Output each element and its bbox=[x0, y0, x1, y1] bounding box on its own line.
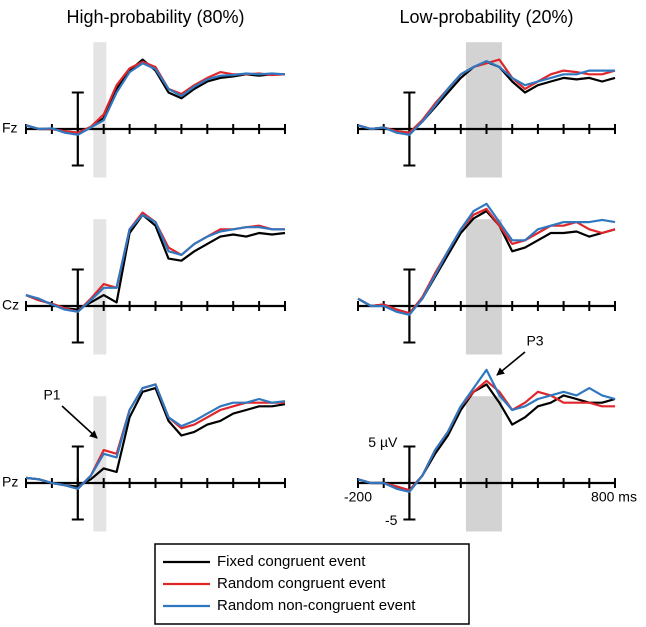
annotation-arrow bbox=[61, 405, 98, 439]
y-tick-label: 5 µV bbox=[368, 434, 398, 450]
legend-label: Random congruent event bbox=[217, 575, 386, 592]
erp-line bbox=[357, 58, 616, 134]
y-tick-label: -5 bbox=[385, 512, 398, 528]
erp-line bbox=[25, 383, 285, 490]
shaded-window bbox=[465, 219, 502, 355]
erp-line bbox=[25, 213, 286, 311]
x-tick-label: -200 bbox=[344, 489, 372, 505]
shaded-window bbox=[465, 396, 502, 532]
erp-line bbox=[357, 202, 616, 316]
x-tick-label: 800 ms bbox=[591, 489, 637, 505]
panel-title: High-probability (80%) bbox=[66, 7, 244, 27]
electrode-label: Fz bbox=[2, 120, 18, 136]
shaded-window bbox=[93, 396, 107, 532]
panel-title: Low-probability (20%) bbox=[399, 7, 573, 27]
annotation-arrow bbox=[496, 351, 526, 376]
electrode-label: Cz bbox=[2, 297, 19, 313]
erp-line bbox=[357, 379, 615, 492]
electrode-label: Pz bbox=[2, 474, 18, 490]
legend-label: Fixed congruent event bbox=[217, 553, 366, 570]
erp-line bbox=[357, 368, 616, 493]
annotation: P1 bbox=[43, 387, 60, 403]
annotation: P3 bbox=[526, 333, 543, 349]
erp-line bbox=[357, 60, 615, 136]
erp-line bbox=[357, 207, 616, 315]
erp-line bbox=[25, 213, 285, 313]
shaded-window bbox=[93, 42, 107, 178]
erp-line bbox=[25, 62, 286, 136]
legend-label: Random non-congruent event bbox=[217, 597, 416, 614]
erp-line bbox=[25, 383, 286, 490]
